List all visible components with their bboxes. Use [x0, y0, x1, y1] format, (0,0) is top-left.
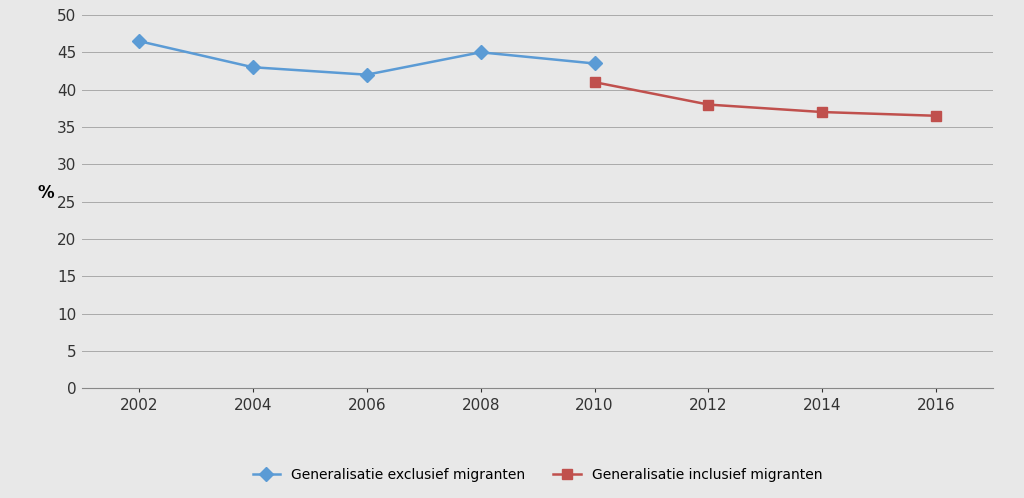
- Generalisatie exclusief migranten: [589, 60, 601, 66]
- Generalisatie inclusief migranten: [589, 79, 601, 85]
- Generalisatie exclusief migranten: [133, 38, 145, 44]
- Line: Generalisatie exclusief migranten: Generalisatie exclusief migranten: [134, 36, 599, 80]
- Generalisatie exclusief migranten: [360, 72, 373, 78]
- Generalisatie inclusief migranten: [816, 109, 828, 115]
- Generalisatie exclusief migranten: [247, 64, 259, 70]
- Legend: Generalisatie exclusief migranten, Generalisatie inclusief migranten: Generalisatie exclusief migranten, Gener…: [247, 463, 828, 488]
- Generalisatie inclusief migranten: [930, 113, 942, 119]
- Line: Generalisatie inclusief migranten: Generalisatie inclusief migranten: [590, 77, 941, 121]
- Generalisatie inclusief migranten: [702, 102, 715, 108]
- Generalisatie exclusief migranten: [474, 49, 486, 55]
- Y-axis label: %: %: [38, 184, 54, 202]
